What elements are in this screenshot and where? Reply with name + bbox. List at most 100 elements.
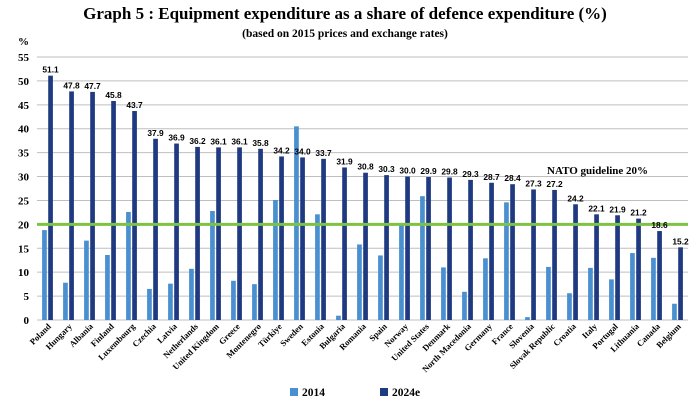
bars: [42, 75, 683, 320]
bar-2024e-greece: [237, 147, 242, 320]
legend-label-2014: 2014: [302, 387, 325, 399]
y-tick-label: 15: [18, 243, 30, 255]
bar-2014-hungary: [63, 282, 68, 320]
bar-2014-belgium: [672, 303, 677, 320]
y-tick-label: 45: [18, 100, 30, 112]
y-axis-ticks: 0 5 10 15 20 25 30 35 40 45 50 55: [18, 52, 30, 327]
value-label: 30.0: [399, 166, 416, 176]
bar-2014-north-macedonia: [462, 291, 467, 320]
value-label: 28.4: [504, 173, 521, 183]
bar-2014-finland: [105, 254, 110, 320]
y-tick-label: 55: [18, 52, 30, 64]
x-tick-label: Türkiye: [256, 321, 284, 349]
value-label: 36.1: [210, 136, 227, 146]
bar-2014-estonia: [315, 214, 320, 320]
bar-2024e-slovenia: [531, 189, 536, 320]
x-tick-label: Croatia: [551, 321, 578, 348]
bar-2014-luxembourg: [126, 211, 131, 320]
bar-2014-slovak-republic: [546, 266, 551, 320]
y-tick-label: 35: [18, 148, 30, 160]
value-label: 29.9: [420, 166, 437, 176]
value-label: 30.8: [357, 162, 374, 172]
value-label: 43.7: [126, 100, 143, 110]
bar-2014-poland: [42, 230, 47, 320]
y-tick-label: 5: [24, 291, 30, 303]
value-label: 22.1: [588, 203, 605, 213]
value-label: 24.2: [567, 193, 584, 203]
x-axis-categories: PolandHungaryAlbaniaFinlandLuxembourgCze…: [28, 321, 684, 374]
bar-2014-united-states: [420, 196, 425, 320]
value-label: 15.2: [672, 236, 689, 246]
bar-2014-albania: [84, 240, 89, 320]
y-tick-label: 10: [18, 267, 30, 279]
bar-2024e-norway: [405, 176, 410, 320]
reference-line-group: NATO guideline 20%: [37, 165, 688, 226]
bar-2014-bulgaria: [336, 315, 341, 320]
bar-2014-greece: [231, 280, 236, 320]
bar-2024e-bulgaria: [342, 167, 347, 320]
bar-2024e-slovak-republic: [552, 189, 557, 320]
bar-2024e-portugal: [615, 215, 620, 320]
bar-2024e-luxembourg: [132, 111, 137, 320]
legend-label-2024e: 2024e: [392, 387, 420, 399]
value-label: 34.2: [273, 145, 290, 155]
value-label: 47.8: [63, 80, 80, 90]
bar-2014-norway: [399, 222, 404, 320]
bar-2024e-latvia: [174, 143, 179, 320]
bar-2014-united-kingdom: [210, 210, 215, 320]
value-label: 28.7: [483, 172, 500, 182]
bar-2014-türkiye: [273, 199, 278, 320]
value-label: 33.7: [315, 148, 332, 158]
y-tick-label: 0: [24, 315, 30, 327]
value-label: 21.9: [609, 204, 626, 214]
bar-2014-canada: [651, 257, 656, 320]
bar-2014-croatia: [567, 293, 572, 320]
y-tick-label: 40: [18, 124, 30, 136]
value-label: 36.2: [189, 136, 206, 146]
value-label: 27.3: [525, 178, 542, 188]
bar-2014-lithuania: [630, 253, 635, 320]
bar-2024e-türkiye: [279, 156, 284, 320]
bar-2024e-croatia: [573, 204, 578, 320]
bar-2024e-czechia: [153, 138, 158, 320]
bar-2014-latvia: [168, 283, 173, 320]
value-label: 36.9: [168, 133, 185, 143]
value-labels: 51.1 47.8 47.7 45.8 43.7 37.9 36.9 36.2 36.1 36.1…: [42, 65, 689, 247]
bar-2014-czechia: [147, 288, 152, 320]
bar-2014-france: [504, 202, 509, 320]
value-label: 36.1: [231, 136, 248, 146]
bar-2024e-north-macedonia: [468, 179, 473, 320]
bar-2014-portugal: [609, 279, 614, 320]
bar-2014-germany: [483, 258, 488, 320]
bar-2024e-romania: [363, 172, 368, 320]
y-tick-label: 25: [18, 195, 30, 207]
nato-guideline-label: NATO guideline 20%: [547, 165, 648, 177]
x-tick-label: Sweden: [278, 321, 305, 348]
value-label: 29.8: [441, 167, 458, 177]
y-tick-label: 30: [18, 172, 30, 184]
value-label: 34.0: [294, 146, 311, 156]
legend-swatch-2024e: [380, 388, 388, 396]
value-label: 27.2: [546, 179, 563, 189]
value-label: 37.9: [147, 128, 164, 138]
bar-2014-spain: [378, 255, 383, 320]
value-label: 47.7: [84, 81, 101, 91]
bar-2024e-hungary: [69, 91, 74, 320]
y-tick-label: 50: [18, 76, 30, 88]
bar-2024e-albania: [90, 91, 95, 320]
bar-2014-denmark: [441, 267, 446, 320]
y-tick-label: 20: [18, 219, 30, 231]
bar-2024e-germany: [489, 182, 494, 320]
value-label: 30.3: [378, 164, 395, 174]
value-label: 31.9: [336, 156, 353, 166]
bar-2014-montenegro: [252, 284, 257, 320]
bar-2024e-montenegro: [258, 148, 263, 320]
bar-2024e-italy: [594, 214, 599, 320]
bar-2024e-estonia: [321, 158, 326, 320]
value-label: 29.3: [462, 169, 479, 179]
value-label: 45.8: [105, 90, 122, 100]
y-axis-label: %: [18, 36, 29, 48]
bar-2024e-finland: [111, 100, 116, 320]
value-label: 51.1: [42, 65, 59, 75]
